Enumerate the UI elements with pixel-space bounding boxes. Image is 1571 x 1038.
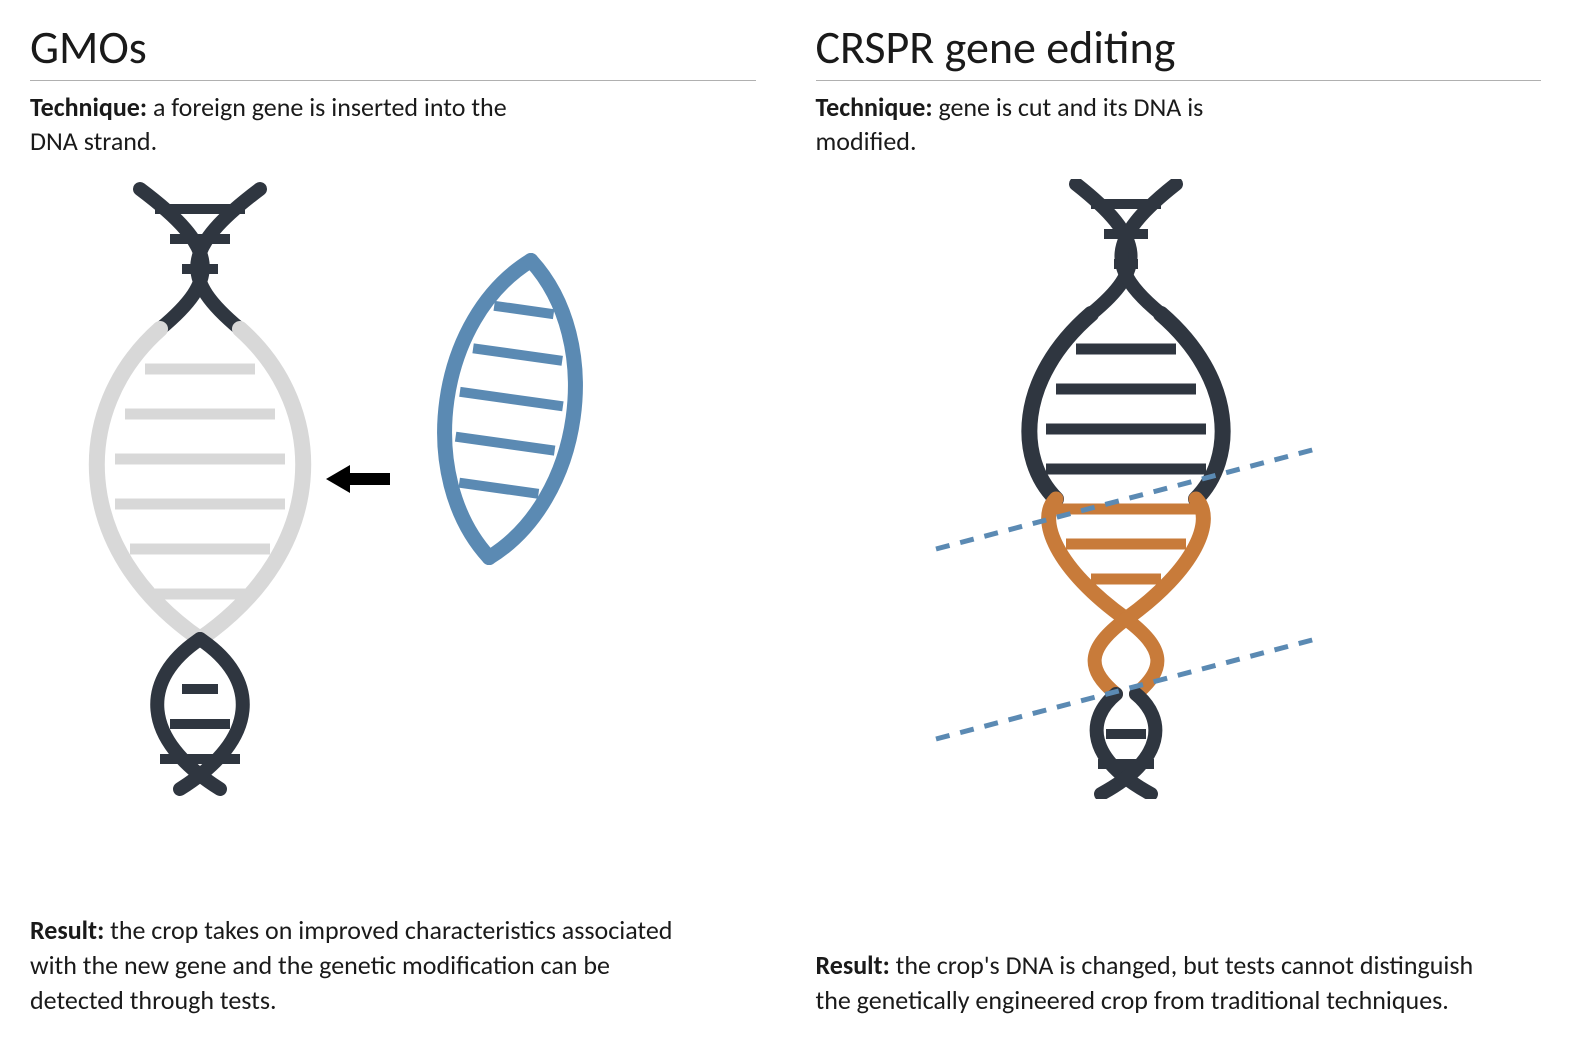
- gmo-result: Result: the crop takes on improved chara…: [30, 913, 690, 1018]
- gmo-title: GMOs: [30, 20, 756, 81]
- crispr-technique-label: Technique:: [816, 91, 933, 123]
- crispr-technique: Technique: gene is cut and its DNA is mo…: [816, 91, 1296, 159]
- gmo-result-text: the crop takes on improved characteristi…: [30, 914, 672, 1016]
- crispr-dna-icon: [816, 179, 1536, 799]
- crispr-result: Result: the crop's DNA is changed, but t…: [816, 948, 1476, 1018]
- gmo-panel: GMOs Technique: a foreign gene is insert…: [30, 20, 756, 1018]
- gmo-diagram: [30, 179, 756, 903]
- gmo-technique-label: Technique:: [30, 91, 147, 123]
- crispr-title: CRSPR gene editing: [816, 20, 1542, 81]
- crispr-panel: CRSPR gene editing Technique: gene is cu…: [816, 20, 1542, 1018]
- host-bottom-segment: [157, 639, 243, 789]
- crispr-seg-1: [1076, 184, 1176, 314]
- crispr-result-label: Result:: [816, 949, 890, 981]
- crispr-seg-4-dark: [1096, 694, 1155, 794]
- host-mid-segment: [97, 329, 303, 639]
- crispr-diagram: [816, 179, 1542, 938]
- foreign-gene-segment: [426, 251, 594, 566]
- gmo-technique: Technique: a foreign gene is inserted in…: [30, 91, 510, 159]
- gmo-dna-icon: [30, 179, 750, 799]
- host-top-segment: [140, 189, 260, 329]
- crispr-seg-3-orange: [1048, 499, 1203, 694]
- crispr-seg-2-dark: [1029, 314, 1222, 499]
- cut-lines: [936, 449, 1316, 739]
- crispr-result-text: the crop's DNA is changed, but tests can…: [816, 949, 1474, 1016]
- insert-arrow-icon: [326, 465, 390, 493]
- gmo-result-label: Result:: [30, 914, 104, 946]
